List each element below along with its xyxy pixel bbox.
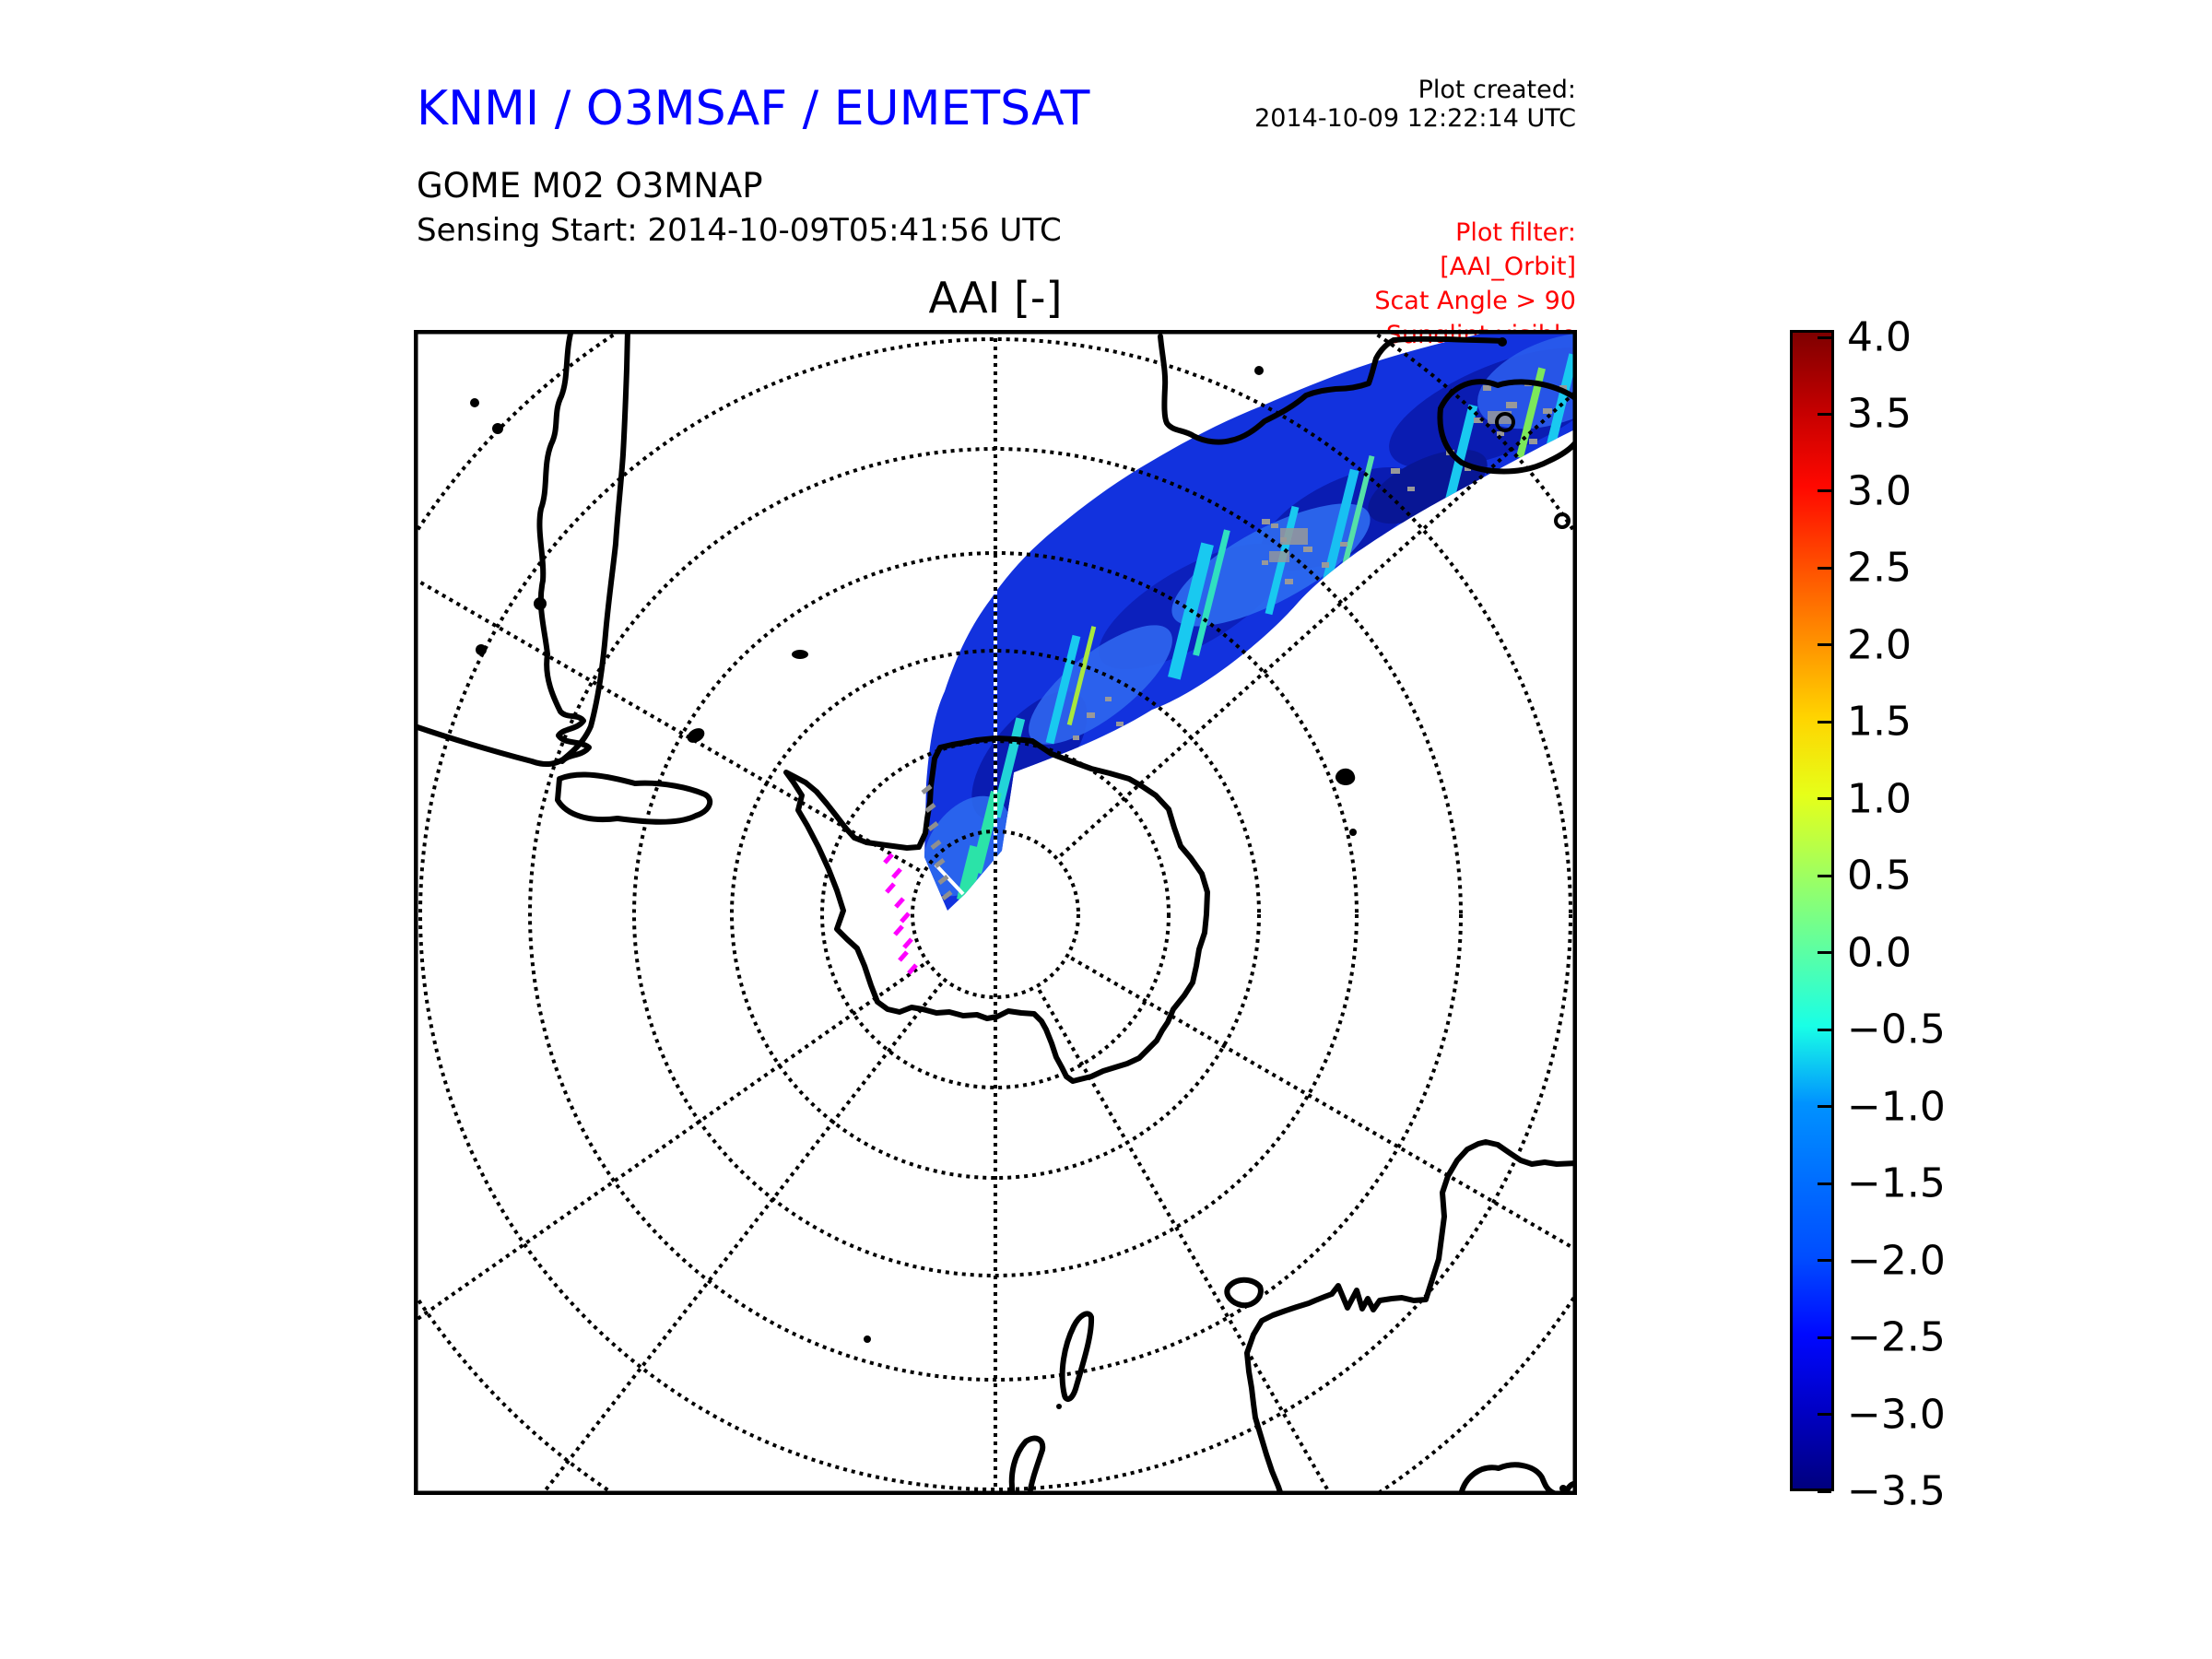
plot-created-label: Plot created: <box>1418 76 1576 104</box>
colorbar-tick <box>1818 1105 1831 1109</box>
satellite-swath <box>924 330 1577 911</box>
colorbar-tick <box>1818 720 1831 724</box>
plot-created-timestamp: 2014-10-09 12:22:14 UTC <box>1254 104 1576 133</box>
colorbar-tick <box>1818 566 1831 570</box>
colorbar-tick <box>1818 1489 1831 1493</box>
colorbar-label: −2.5 <box>1847 1313 1946 1361</box>
colorbar <box>1790 330 1834 1491</box>
magenta-flag-marks <box>883 853 918 975</box>
graticule-circle <box>418 337 1572 1491</box>
colorbar-tick <box>1818 412 1831 416</box>
prince-edward-island-ring <box>1554 512 1571 529</box>
colorbar-label: 2.5 <box>1847 544 1912 592</box>
colorbar-label: −3.5 <box>1847 1467 1946 1515</box>
plot-created-block: Plot created: 2014-10-09 12:22:14 UTC <box>1254 76 1576 133</box>
coast-new-zealand-north <box>1008 1435 1046 1495</box>
gray-edge-flags <box>921 784 953 900</box>
colorbar-label: 1.5 <box>1847 698 1912 746</box>
colorbar-label: −1.5 <box>1847 1159 1946 1207</box>
colorbar-label: 2.0 <box>1847 621 1912 669</box>
instrument-label: GOME M02 O3MNAP <box>417 166 763 206</box>
colorbar-tick <box>1818 335 1831 339</box>
colorbar-tick <box>1818 1259 1831 1263</box>
colorbar-tick <box>1818 1335 1831 1339</box>
swath-notch <box>934 863 965 896</box>
graticule-circle <box>730 649 1261 1180</box>
filter-line: Plot filter: <box>1455 218 1576 247</box>
coast-australia <box>1244 1139 1577 1495</box>
colorbar-labels: 4.0 3.5 3.0 2.5 2.0 1.5 1.0 0.5 0.0 −0.5 −1.0 −1.5 −… <box>1847 314 2031 1515</box>
colorbar-tick <box>1818 1413 1831 1417</box>
map-canvas <box>414 330 1577 1495</box>
coast-madagascar <box>1437 379 1577 475</box>
colorbar-tick <box>1818 1028 1831 1031</box>
graticule-meridian <box>1037 989 1334 1495</box>
coast-south-america-east <box>414 330 630 768</box>
colorbar-tick <box>1818 874 1831 877</box>
colorbar-label: 4.0 <box>1847 313 1912 361</box>
coast-tasmania <box>1458 1462 1560 1495</box>
colorbar-label: 1.0 <box>1847 775 1912 823</box>
colorbar-label: 0.5 <box>1847 852 1912 900</box>
colorbar-tick <box>1818 951 1831 955</box>
graticule-meridian <box>539 982 944 1495</box>
coast-tierra-del-fuego <box>555 771 713 825</box>
colorbar-label: −1.0 <box>1847 1083 1946 1131</box>
map-border <box>414 330 1577 1495</box>
colorbar-label: −0.5 <box>1847 1006 1946 1053</box>
madagascar-inner-ring <box>1495 412 1515 432</box>
coastlines <box>414 330 1577 1495</box>
graticule-meridian <box>414 576 921 873</box>
filter-line: [AAI_Orbit] <box>1440 253 1576 281</box>
coast-new-zealand-south <box>1059 1311 1095 1402</box>
page-title: KNMI / O3MSAF / EUMETSAT <box>417 81 1090 136</box>
coast-south-america-west <box>536 330 592 764</box>
small-islands <box>470 337 1567 1492</box>
coast-africa <box>1158 334 1506 445</box>
colorbar-tick <box>1818 643 1831 647</box>
colorbar-ticks <box>1790 330 1834 1493</box>
sensing-start-label: Sensing Start: 2014-10-09T05:41:56 UTC <box>417 212 1062 249</box>
colorbar-tick <box>1818 1182 1831 1185</box>
colorbar-label: 3.0 <box>1847 467 1912 515</box>
colorbar-label: 0.0 <box>1847 929 1912 977</box>
graticule-meridian <box>1070 956 1577 1253</box>
colorbar-label: −2.0 <box>1847 1237 1946 1285</box>
colorbar-label: 3.5 <box>1847 390 1912 438</box>
filter-line: Scat Angle > 90 <box>1374 287 1576 315</box>
coast-kangaroo-island <box>1224 1277 1264 1309</box>
graticule-meridian <box>1059 388 1577 857</box>
colorbar-label: −3.0 <box>1847 1391 1946 1439</box>
colorbar-tick <box>1818 797 1831 801</box>
map-title: AAI [-] <box>928 273 1063 323</box>
colorbar-tick <box>1818 489 1831 493</box>
